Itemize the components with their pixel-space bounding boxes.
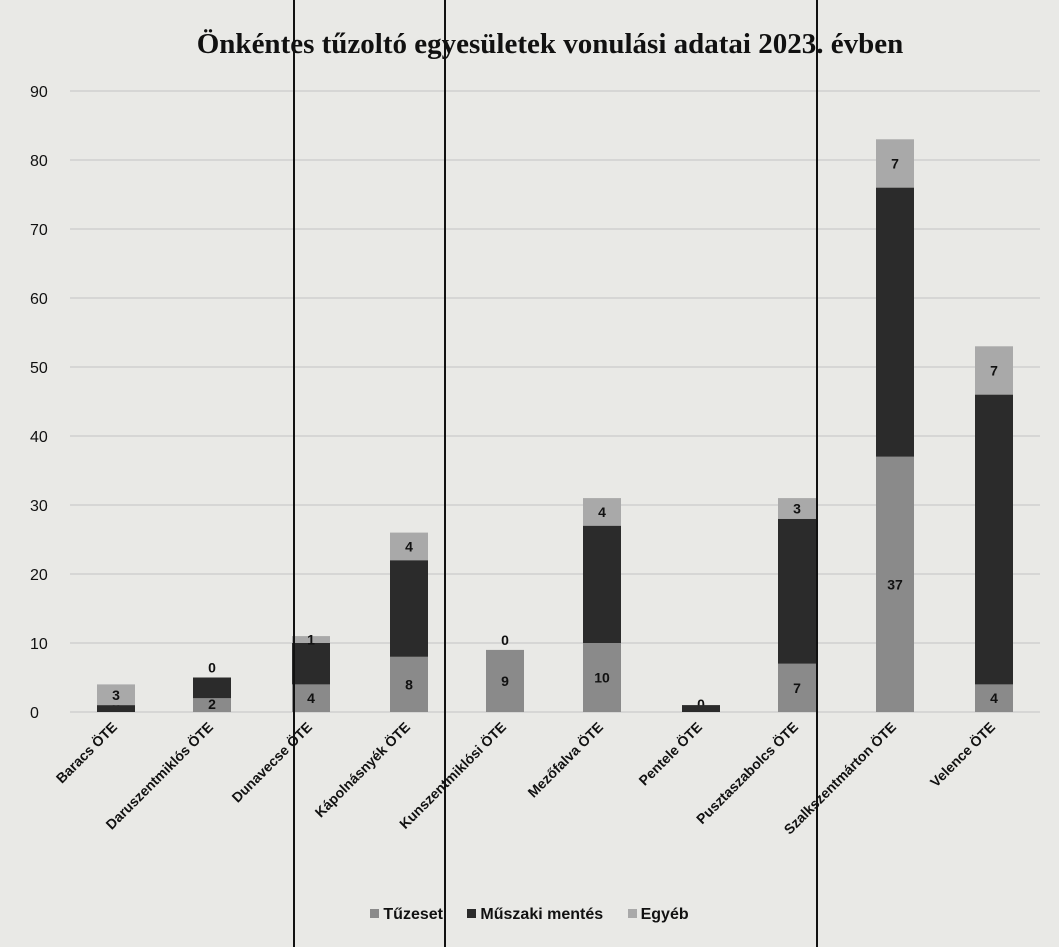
data-label: 8 (405, 676, 413, 692)
y-tick-label: 80 (30, 153, 48, 170)
y-tick-label: 70 (30, 222, 48, 239)
legend-label-egyeb: Egyéb (640, 906, 689, 923)
legend-item-muszaki-mentes: Műszaki mentés (467, 906, 603, 924)
data-label: 0 (208, 660, 216, 676)
bar-segment (975, 346, 1013, 395)
x-tick-label: Mezőfalva ÖTE (524, 719, 606, 801)
x-tick-label: Kápolnásnyék ÖTE (312, 719, 414, 821)
bar-segment (292, 636, 330, 643)
y-tick-label: 50 (30, 360, 48, 377)
bar-segment (193, 677, 231, 699)
bar-segment (876, 187, 914, 457)
y-tick-label: 90 (30, 84, 48, 101)
legend-item-tuzeset: Tűzeset (370, 906, 443, 924)
data-label: 4 (405, 538, 413, 554)
bar-segment (97, 705, 135, 712)
y-tick-label: 30 (30, 498, 48, 515)
scan-line (816, 0, 818, 947)
bar-segment (876, 139, 914, 188)
data-label: 10 (594, 670, 610, 686)
data-label: 7 (793, 680, 801, 696)
bar-segment (778, 498, 816, 519)
data-label: 37 (887, 576, 903, 592)
bar-segment (193, 698, 231, 712)
scan-line (293, 0, 295, 947)
bar-segment (778, 518, 816, 664)
y-tick-label: 40 (30, 429, 48, 446)
bar-segment (778, 663, 816, 712)
data-label: 7 (891, 155, 899, 171)
x-tick-label: Baracs ÖTE (53, 719, 120, 786)
x-tick-label: Szalkszentmárton ÖTE (781, 719, 900, 838)
legend: Tűzeset Műszaki mentés Egyéb (0, 906, 1059, 924)
bar-segment (97, 684, 135, 706)
data-label: 4 (990, 690, 998, 706)
bar-segment (390, 560, 428, 657)
x-tick-label: Velence ÖTE (927, 719, 998, 790)
bar-segment (292, 684, 330, 712)
legend-label-tuzeset: Tűzeset (383, 906, 443, 923)
bar-segment (975, 684, 1013, 712)
x-tick-label: Daruszentmiklós ÖTE (102, 719, 216, 833)
legend-swatch-tuzeset (370, 909, 380, 918)
x-tick-label: Pentele ÖTE (635, 719, 705, 789)
y-tick-label: 10 (30, 636, 48, 653)
bar-segment (583, 643, 621, 712)
legend-swatch-egyeb (627, 909, 637, 918)
bar-segment (486, 649, 524, 712)
scan-line (444, 0, 446, 947)
x-tick-label: Dunavecse ÖTE (228, 719, 315, 806)
bar-segment (390, 656, 428, 712)
data-label: 2 (208, 696, 216, 712)
y-tick-label: 60 (30, 291, 48, 308)
data-label: 9 (501, 673, 509, 689)
bar-segment (583, 525, 621, 643)
y-tick-label: 20 (30, 567, 48, 584)
bar-segment (583, 498, 621, 526)
legend-label-muszaki-mentes: Műszaki mentés (480, 906, 604, 923)
legend-item-egyeb: Egyéb (627, 906, 689, 924)
bar-segment (682, 705, 720, 712)
data-label: 0 (697, 696, 705, 712)
data-label: 7 (990, 362, 998, 378)
data-label: 3 (112, 687, 120, 703)
chart-title: Önkéntes tűzoltó egyesületek vonulási ad… (196, 28, 904, 60)
data-label: 0 (501, 632, 509, 648)
data-label: 3 (793, 500, 801, 516)
y-tick-label: 0 (30, 705, 39, 722)
bar-segment (292, 643, 330, 685)
bar-segment (876, 456, 914, 712)
data-label: 1 (307, 632, 315, 648)
bar-segment (975, 394, 1013, 685)
data-label: 4 (598, 504, 606, 520)
bar-segment (390, 532, 428, 561)
x-tick-label: Pusztaszabolcs ÖTE (693, 719, 801, 827)
legend-swatch-muszaki-mentes (467, 909, 477, 918)
x-tick-label: Kunszentmiklósi ÖTE (396, 719, 509, 832)
data-label: 4 (307, 690, 315, 706)
